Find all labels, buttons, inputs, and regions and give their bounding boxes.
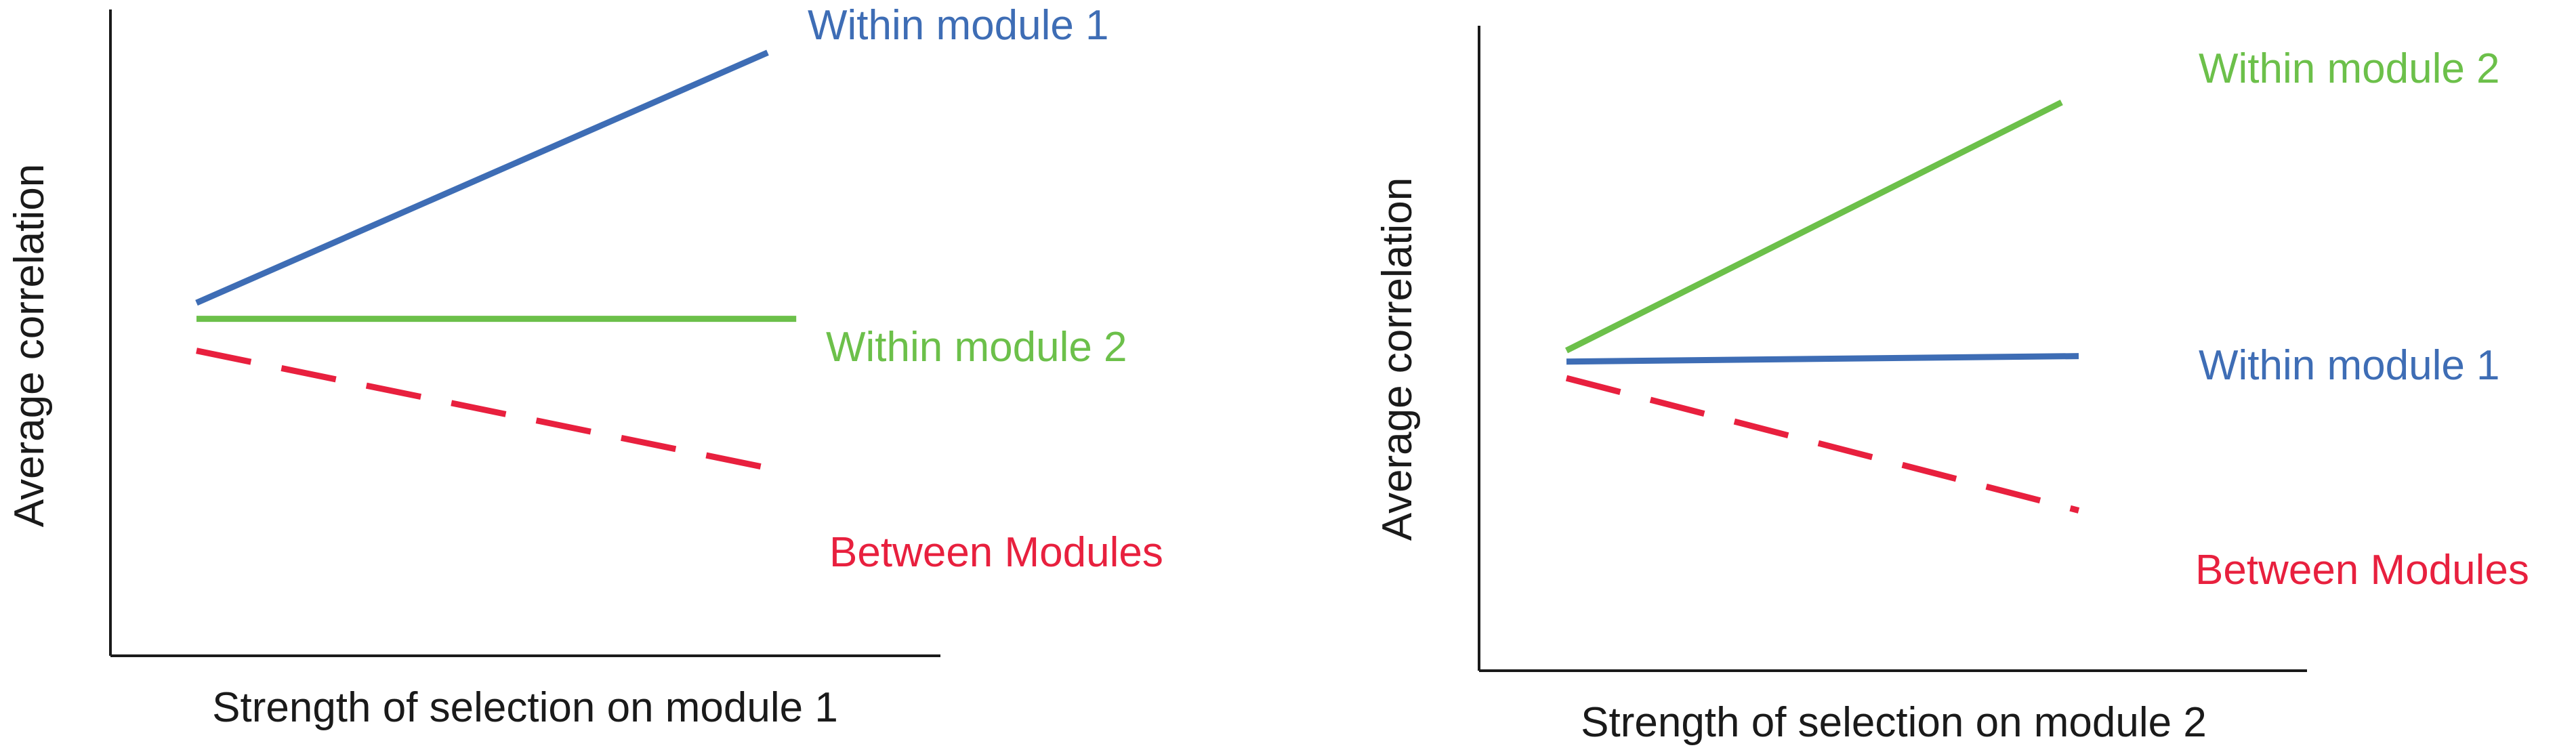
series-line — [196, 348, 768, 472]
y-axis-title: Average correlation — [1374, 177, 1421, 541]
series-line — [195, 49, 769, 306]
series-label: Within module 2 — [826, 324, 1127, 371]
series-group — [195, 49, 797, 472]
series-line — [1565, 375, 2080, 514]
series-label: Between Modules — [829, 529, 1163, 576]
chart-panel-left: Average correlation Strength of selectio… — [6, 2, 1163, 731]
series-line — [1566, 353, 2079, 365]
series-label: Within module 2 — [2199, 45, 2500, 92]
series-group — [1564, 100, 2080, 514]
x-axis-title: Strength of selection on module 1 — [212, 684, 838, 731]
series-label: Within module 1 — [808, 2, 1109, 49]
series-line — [1564, 100, 2063, 354]
series-label: Between Modules — [2195, 547, 2529, 593]
x-axis-title: Strength of selection on module 2 — [1581, 699, 2207, 746]
chart-panel-right: Average correlation Strength of selectio… — [1374, 26, 2529, 746]
series-label: Within module 1 — [2199, 342, 2500, 389]
y-axis-title: Average correlation — [6, 164, 53, 528]
